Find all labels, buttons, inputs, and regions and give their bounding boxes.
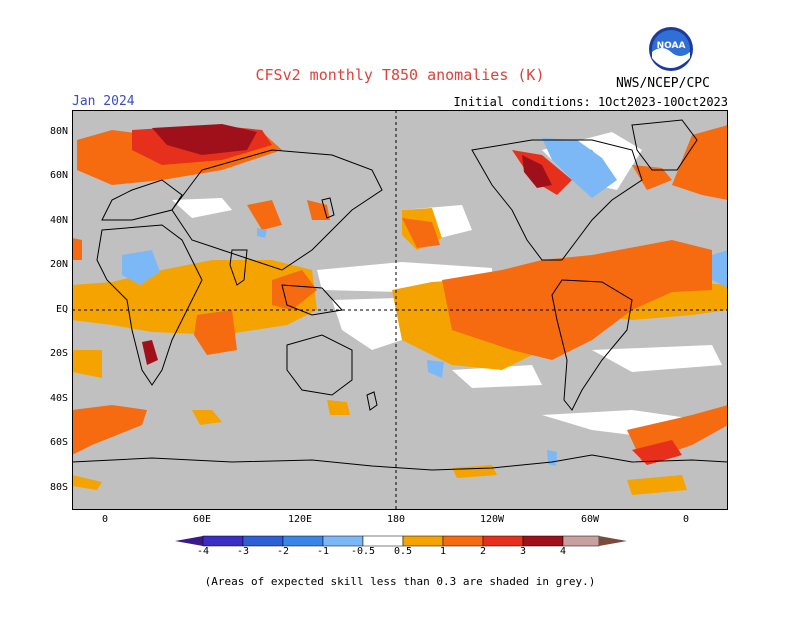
initial-conditions: Initial conditions: 1Oct2023-10Oct2023 — [453, 95, 728, 109]
colorbar-bin-3-4 — [522, 535, 564, 547]
colorbar-below-min — [175, 536, 203, 546]
colorbar-bin-neg1-neg05 — [322, 535, 364, 547]
map-title: CFSv2 monthly T850 anomalies (K) — [255, 66, 545, 84]
colorbar-bin-4-5 — [562, 535, 600, 547]
lat-label-60n: 60N — [49, 170, 68, 181]
lat-label-20n: 20N — [49, 259, 68, 270]
colorbar-label-4: 4 — [559, 546, 567, 557]
colorbar-bin-neg2-neg1 — [282, 535, 324, 547]
lat-label-20s: 20S — [49, 348, 68, 359]
lat-label-40s: 40S — [49, 393, 68, 404]
agency-label: NWS/NCEP/CPC — [616, 76, 710, 91]
colorbar-bin-neg3-neg2 — [242, 535, 284, 547]
colorbar-label-2: 2 — [479, 546, 487, 557]
lat-label-40n: 40N — [49, 215, 68, 226]
lat-label-80s: 80S — [49, 482, 68, 493]
lon-label-180: 180 — [386, 514, 406, 525]
lon-label-0-east: 0 — [682, 514, 690, 525]
map-frame — [72, 110, 728, 510]
lon-label-60w: 60W — [580, 514, 600, 525]
lat-label-80n: 80N — [49, 126, 68, 137]
lon-label-120w: 120W — [479, 514, 505, 525]
colorbar-label-neg2: -2 — [276, 546, 290, 557]
coastlines — [72, 119, 728, 471]
warm-anomaly-1-2 — [72, 125, 728, 462]
colorbar-label-neg3: -3 — [236, 546, 250, 557]
colorbar-label-neg05: -0.5 — [350, 546, 376, 557]
colorbar-bin-1-2 — [442, 535, 484, 547]
colorbar — [175, 535, 627, 547]
colorbar-above-max — [599, 536, 627, 546]
colorbar-label-neg1: -1 — [316, 546, 330, 557]
colorbar-bin-neg4-neg3 — [202, 535, 244, 547]
anomaly-map — [72, 110, 728, 510]
noaa-logo: NOAA — [649, 27, 693, 71]
lon-label-120e: 120E — [287, 514, 313, 525]
colorbar-label-neg4: -4 — [196, 546, 210, 557]
colorbar-bin-2-3 — [482, 535, 524, 547]
lon-label-60e: 60E — [192, 514, 212, 525]
noaa-logo-text: NOAA — [657, 41, 686, 51]
warm-anomaly-3-4 — [142, 124, 552, 365]
colorbar-label-1: 1 — [439, 546, 447, 557]
colorbar-bin-05-1 — [402, 535, 444, 547]
skill-footnote: (Areas of expected skill less than 0.3 a… — [204, 575, 596, 588]
valid-month: Jan 2024 — [72, 94, 135, 109]
colorbar-label-05: 0.5 — [393, 546, 413, 557]
colorbar-label-3: 3 — [519, 546, 527, 557]
lat-label-eq: EQ — [55, 304, 68, 315]
colorbar-bin-neutral — [362, 535, 404, 547]
cold-anomaly-0.5-1 — [122, 138, 728, 466]
lat-label-60s: 60S — [49, 437, 68, 448]
lon-label-0: 0 — [101, 514, 109, 525]
